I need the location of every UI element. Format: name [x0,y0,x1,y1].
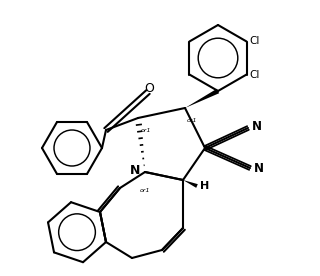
Polygon shape [185,89,219,108]
Text: Cl: Cl [250,36,260,46]
Text: or1: or1 [187,118,197,123]
Text: N: N [254,163,264,176]
Text: O: O [144,83,154,95]
Text: Cl: Cl [250,70,260,81]
Text: H: H [200,181,209,191]
Polygon shape [183,180,198,188]
Text: N: N [252,121,262,134]
Text: or1: or1 [140,187,150,192]
Text: N: N [130,163,140,176]
Text: or1: or1 [141,128,151,132]
